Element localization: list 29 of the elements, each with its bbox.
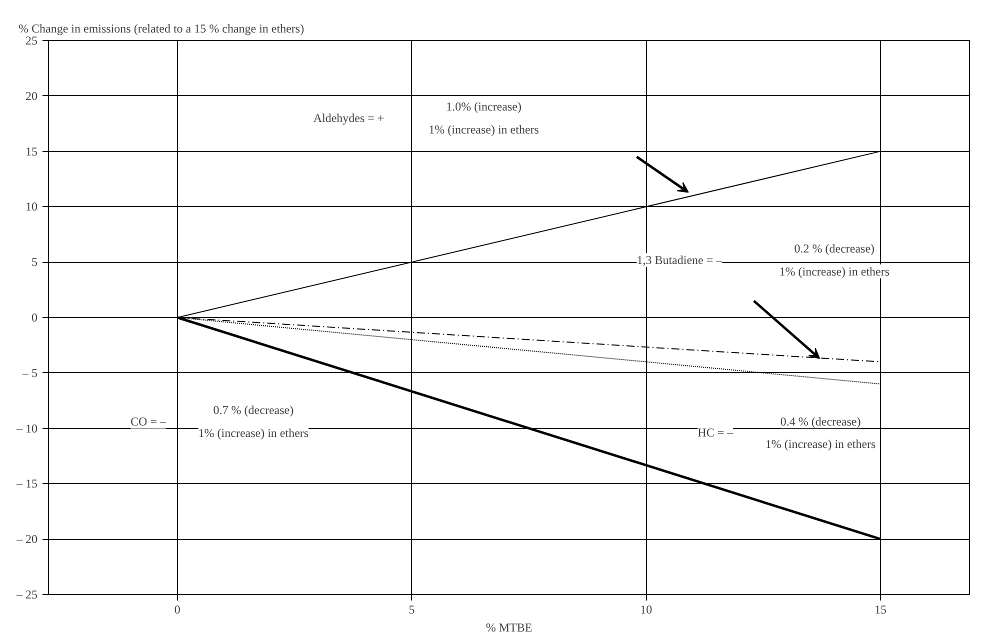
annotation: 1% (increase) in ethers [779,264,890,278]
annotation: 0.2 % (decrease) [794,241,875,256]
y-tick-label: – 20 [16,532,38,546]
y-tick-label: 15 [26,144,38,158]
y-tick-label: – 15 [16,476,38,491]
annotation: CO = – [130,414,167,429]
y-tick-label: 0 [32,310,38,324]
y-axis-title: % Change in emissions (related to a 15 % change in ethers) [18,22,304,36]
x-axis-title: % MTBE [486,620,532,634]
annotation: 1% (increase) in ethers [198,426,309,440]
annotation: 0.7 % (decrease) [213,403,294,418]
x-tick-label: 0 [174,602,180,616]
annotation: HC = – [698,426,734,440]
y-tick-label: 20 [26,88,38,103]
annotation: Aldehydes = + [313,111,384,126]
y-tick-label: 25 [26,34,38,48]
annotation: 0.4 % (decrease) [780,414,861,428]
x-tick-label: 5 [408,602,415,616]
y-tick-label: 5 [32,255,38,270]
y-tick-label: – 5 [22,366,38,380]
x-tick-label: 10 [640,602,652,616]
annotation: 1% (increase) in ethers [428,122,540,136]
annotation: 1% (increase) in ethers [765,437,876,452]
x-tick-label: 15 [874,602,886,616]
y-tick-label: 10 [26,200,38,214]
annotation: 1,3 Butadiene = – [636,252,724,267]
annotation: 1.0% (increase) [446,100,522,114]
y-tick-label: – 25 [16,588,38,602]
y-tick-label: – 10 [16,421,38,436]
